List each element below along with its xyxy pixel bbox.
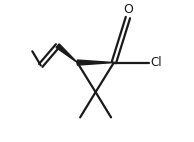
- Polygon shape: [56, 44, 77, 63]
- Text: Cl: Cl: [151, 56, 163, 69]
- Polygon shape: [77, 60, 114, 65]
- Text: O: O: [123, 3, 133, 16]
